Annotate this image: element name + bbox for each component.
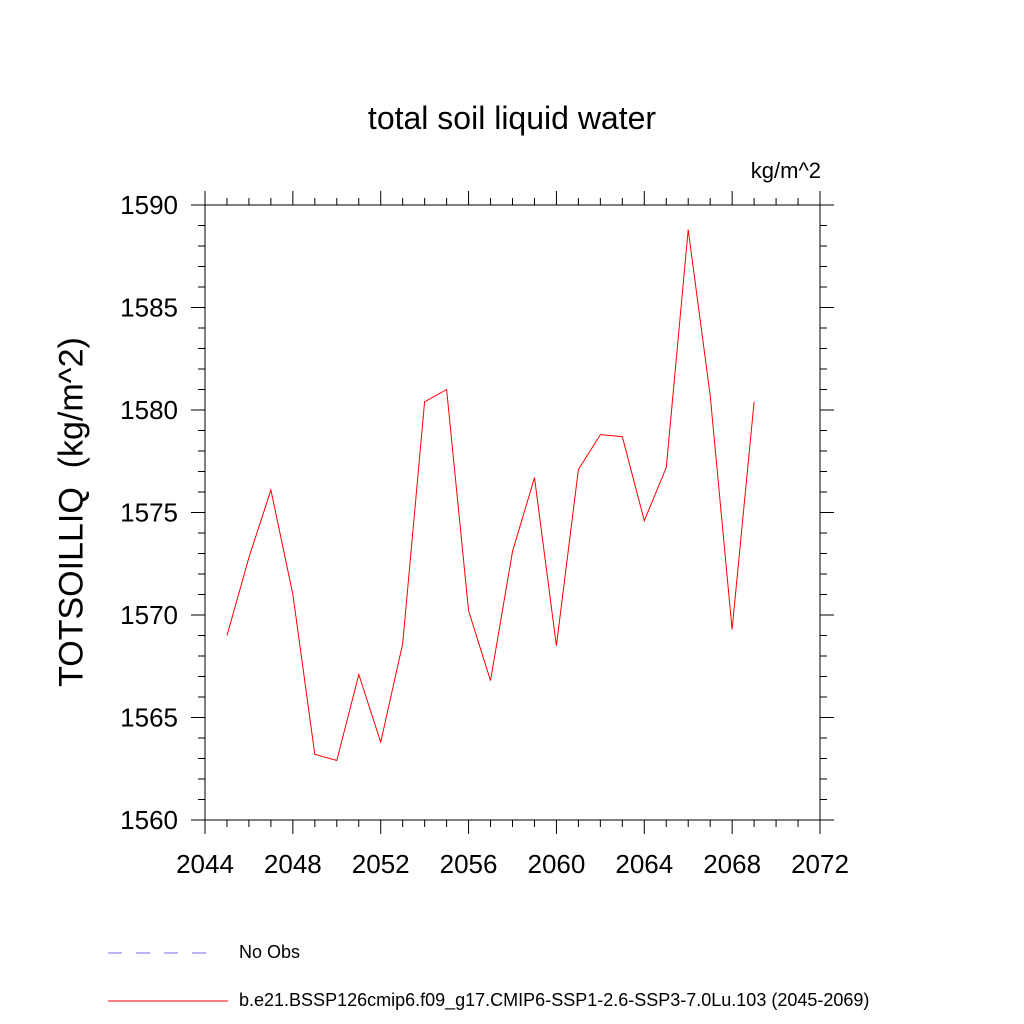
x-tick-label: 2044 [176, 849, 234, 879]
y-tick-label: 1560 [120, 805, 178, 835]
x-tick-label: 2068 [703, 849, 761, 879]
y-tick-label: 1570 [120, 600, 178, 630]
y-tick-label: 1575 [120, 498, 178, 528]
series-group [226, 229, 755, 762]
x-tick-label: 2072 [791, 849, 849, 879]
y-tick-label: 1565 [120, 703, 178, 733]
tick-labels: 2044 2048 2052 2056 2060 2064 2068 2072 1560 1565… [120, 190, 849, 879]
y-tick-label: 1580 [120, 395, 178, 425]
plot-frame [204, 204, 821, 821]
x-tick-label: 2056 [440, 849, 498, 879]
series-line [226, 229, 755, 762]
units-label: kg/m^2 [750, 158, 821, 183]
legend [108, 952, 228, 1002]
x-tick-label: 2048 [264, 849, 322, 879]
axis-ticks [191, 191, 834, 834]
chart-title: total soil liquid water [367, 100, 657, 136]
y-tick-label: 1590 [120, 190, 178, 220]
x-tick-label: 2060 [528, 849, 586, 879]
x-tick-label: 2064 [615, 849, 673, 879]
y-axis-label: TOTSOILLIQ (kg/m^2) [52, 337, 91, 687]
legend-label-no-obs: No Obs [239, 942, 301, 962]
y-tick-label: 1585 [120, 293, 178, 323]
legend-label-model-run: b.e21.BSSP126cmip6.f09_g17.CMIP6-SSP1-2.… [239, 990, 870, 1010]
x-tick-label: 2052 [352, 849, 410, 879]
